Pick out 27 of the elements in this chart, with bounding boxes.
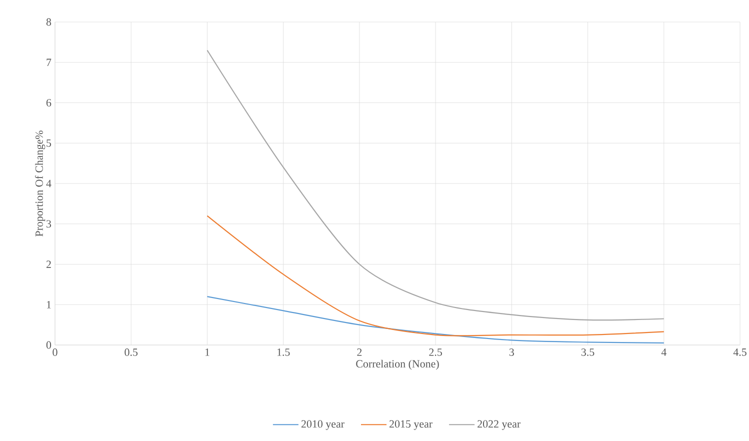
y-axis-title: Proportion Of Change% — [35, 130, 46, 236]
x-tick-label: 0 — [52, 348, 58, 356]
x-tick-label: 2.5 — [429, 348, 442, 356]
x-tick-label: 4.5 — [733, 348, 746, 356]
x-tick-label: 1.5 — [277, 348, 290, 356]
y-tick-label: 5 — [46, 139, 52, 147]
y-tick-label: 0 — [46, 341, 52, 349]
y-tick-label: 4 — [46, 180, 52, 188]
legend-label: 2010 year — [301, 420, 344, 430]
x-tick-label: 3 — [509, 348, 514, 356]
line-series — [206, 50, 664, 321]
y-tick-label: 7 — [46, 58, 52, 66]
y-tick-label: 2 — [46, 260, 51, 268]
y-tick-label: 6 — [46, 99, 52, 106]
x-axis-title: Correlation (None) — [356, 360, 439, 370]
line-series — [206, 296, 664, 344]
x-tick-label: 4 — [661, 348, 666, 356]
x-tick-label: 0.5 — [124, 348, 138, 356]
line-series — [206, 215, 664, 336]
y-tick-label: 8 — [46, 18, 52, 26]
x-tick-label: 2 — [357, 348, 362, 356]
y-tick-label: 3 — [46, 220, 52, 228]
x-tick-label: 3.5 — [581, 348, 594, 356]
x-tick-label: 1 — [205, 348, 210, 356]
y-tick-label: 1 — [46, 301, 51, 308]
legend-label: 2015 year — [390, 420, 432, 430]
legend-label: 2022 year — [478, 420, 521, 430]
